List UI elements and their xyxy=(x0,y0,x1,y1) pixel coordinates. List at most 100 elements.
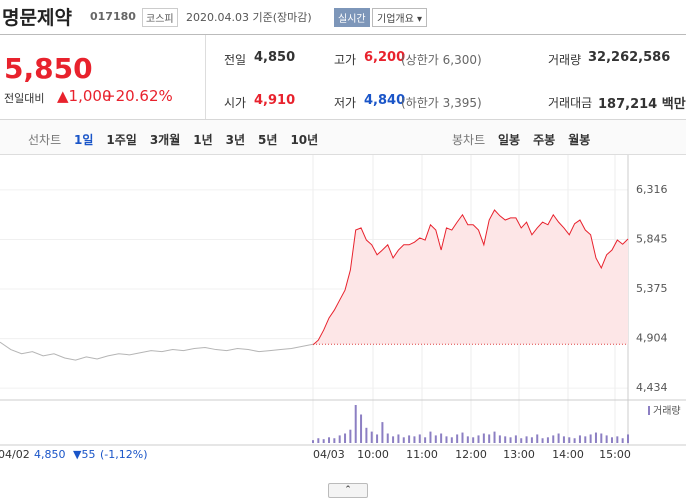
volume-bar xyxy=(530,437,533,443)
volume-bar xyxy=(578,435,581,443)
footer-close: 4,850 xyxy=(34,448,66,461)
stat-label: 시가 xyxy=(224,96,247,110)
realtime-badge: 실시간 xyxy=(334,8,370,27)
candle-tab[interactable]: 월봉 xyxy=(568,133,591,147)
volume-bar xyxy=(541,438,544,443)
volume-bar xyxy=(504,436,507,443)
volume-bar xyxy=(349,429,352,443)
volume-bar xyxy=(493,431,496,443)
volume-bar xyxy=(408,435,411,443)
volume-bar xyxy=(594,432,597,443)
x-tick-label: 11:00 xyxy=(406,448,438,461)
candle-tab[interactable]: 일봉 xyxy=(498,133,521,147)
volume-bar xyxy=(520,438,523,443)
period-tab[interactable]: 5년 xyxy=(258,133,278,147)
period-tab[interactable]: 1년 xyxy=(193,133,213,147)
price-line xyxy=(312,209,629,346)
x-tick-label: 04/03 xyxy=(313,448,345,461)
stat-label: 저가 xyxy=(334,96,357,110)
volume-bar xyxy=(424,437,427,443)
volume-bar xyxy=(472,437,475,443)
x-tick-label: 14:00 xyxy=(552,448,584,461)
period-tab[interactable]: 3년 xyxy=(225,133,246,147)
volume-bar xyxy=(322,439,325,443)
tab-bar xyxy=(0,120,686,155)
y-tick-label: 6,316 xyxy=(636,183,668,196)
stat-value: 4,910 xyxy=(254,93,296,108)
company-button[interactable]: 기업개요 ▾ xyxy=(372,8,428,27)
period-tab[interactable]: 10년 xyxy=(290,133,319,147)
x-tick-label: 13:00 xyxy=(503,448,535,461)
market-badge: 코스피 xyxy=(142,8,178,27)
volume-bar xyxy=(477,435,480,443)
change: ▲1,000 xyxy=(57,87,112,105)
volume-bar xyxy=(536,434,539,443)
period-tab[interactable]: 1주일 xyxy=(106,133,137,147)
x-tick-label: 12:00 xyxy=(455,448,487,461)
volume-bar xyxy=(445,436,448,443)
volume-bar xyxy=(450,437,453,443)
stat-label: 전일 xyxy=(224,53,247,67)
volume-bar xyxy=(509,437,512,443)
volume-bar xyxy=(317,438,320,443)
volume-bar xyxy=(627,434,629,443)
volume-bar xyxy=(360,414,363,443)
change-label: 전일대비 xyxy=(4,92,45,105)
price-line xyxy=(0,341,314,361)
volume-bar xyxy=(338,435,341,443)
current-price: 5,850 xyxy=(4,52,93,85)
volume-bar xyxy=(600,433,603,443)
collapse-button[interactable]: ⌃ xyxy=(328,483,368,498)
volume-bar xyxy=(562,436,565,443)
divider xyxy=(0,34,686,35)
stat-value: 4,840 xyxy=(364,93,406,108)
x-tick-label: 15:00 xyxy=(599,448,631,461)
volume-bar xyxy=(525,436,528,443)
volume-bar xyxy=(376,434,379,443)
divider xyxy=(0,119,686,120)
chart: 6,316 5,845 5,375 4,904 4,434 04/02 04/03 10:00… xyxy=(0,155,686,461)
volume-bar xyxy=(621,438,624,443)
y-tick-label: 5,845 xyxy=(636,233,668,246)
period-tab[interactable]: 3개월 xyxy=(149,133,181,147)
volume-bar xyxy=(557,433,560,443)
stat-value: 4,850 xyxy=(254,50,296,65)
volume-bar xyxy=(418,434,421,443)
footer-rate: (-1,12%) xyxy=(100,448,148,461)
volume-bar xyxy=(392,436,395,443)
period-tabs: 1일 1주일 3개월 1년 3년 5년 10년 xyxy=(74,131,331,148)
volume-bar xyxy=(440,433,443,443)
volume-bar xyxy=(552,435,555,443)
volume-bar xyxy=(365,427,368,443)
stat-value: 6,200 xyxy=(364,50,406,65)
volume-bar xyxy=(354,405,357,443)
tab-group-label: 봉차트 xyxy=(452,133,486,147)
volume-bar xyxy=(402,437,405,443)
volume-bar xyxy=(381,422,384,443)
volume-bar xyxy=(514,435,517,443)
area xyxy=(313,210,628,345)
volume-bar xyxy=(397,434,400,443)
stock-code: 017180 xyxy=(90,10,136,23)
change-value: 1,000 xyxy=(68,87,112,105)
volume-bar xyxy=(546,437,549,443)
stat-label: 거래량 xyxy=(548,53,582,67)
candle-tabs: 일봉 주봉 월봉 xyxy=(498,131,603,148)
stat-note: (하한가 3,395) xyxy=(401,96,482,110)
volume-bar xyxy=(466,436,469,443)
stat-label: 고가 xyxy=(334,53,357,67)
volume-bar xyxy=(482,433,485,443)
legend-label: 거래량 xyxy=(653,405,681,417)
stat-value: 187,214 백만 xyxy=(598,97,686,112)
volume-bar xyxy=(605,435,608,443)
stat-value: 32,262,586 xyxy=(588,50,671,65)
period-tab[interactable]: 1일 xyxy=(74,133,94,147)
change-rate: +20.62% xyxy=(103,87,173,105)
volume-bar xyxy=(333,438,336,443)
footer-change: ▼55 xyxy=(73,448,95,461)
candle-tab[interactable]: 주봉 xyxy=(533,133,556,147)
volume-bar xyxy=(616,436,619,443)
date: 2020.04.03 기준(장마감) xyxy=(186,11,312,24)
volume-bar xyxy=(413,436,416,443)
